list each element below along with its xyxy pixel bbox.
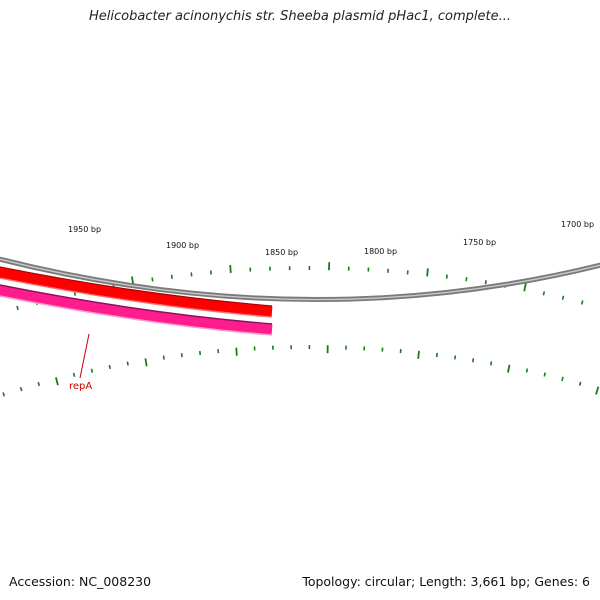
ruler-tick [490, 361, 493, 366]
plasmid-backbone-highlight [0, 258, 600, 301]
ruler-tick [484, 280, 487, 285]
map-title: Helicobacter acinonychis str. Sheeba pla… [89, 9, 511, 24]
ruler-tick [445, 274, 448, 279]
ruler-tick [108, 364, 111, 370]
ruler-tick [454, 355, 457, 360]
genome-summary-text: Topology: circular; Length: 3,661 bp; Ge… [302, 574, 590, 589]
ruler-tick [16, 305, 19, 311]
gene-repA-inner[interactable] [0, 284, 273, 336]
gene-label-repA[interactable]: repA [69, 381, 92, 392]
ruler-tick [542, 291, 546, 296]
ruler-tick [151, 277, 154, 282]
ruler-tick [72, 372, 76, 377]
ruler-label-1850: 1850 bp [265, 248, 298, 257]
ruler-tick [170, 274, 173, 279]
ruler-tick [190, 272, 193, 277]
ruler-tick [126, 361, 129, 366]
outer-tick-ring [16, 262, 600, 311]
ruler-tick [144, 358, 148, 367]
inner-tick-ring [2, 345, 600, 397]
ruler-label-1750: 1750 bp [463, 238, 496, 247]
ruler-tick [229, 264, 232, 273]
ruler-tick [507, 364, 511, 373]
gene-repA-outer[interactable] [0, 266, 273, 318]
ruler-label-1950: 1950 bp [68, 225, 101, 234]
ruler-tick [543, 372, 546, 377]
ruler-tick [578, 381, 582, 386]
ruler-tick [2, 392, 6, 397]
ruler-tick [90, 368, 94, 373]
ruler-tick [435, 352, 438, 358]
ruler-tick [55, 377, 59, 386]
gene-label-connector [79, 333, 90, 379]
ruler-tick [595, 386, 600, 395]
accession-text: Accession: NC_008230 [9, 574, 152, 589]
ruler-tick [580, 300, 584, 305]
ruler-label-1900: 1900 bp [166, 241, 199, 250]
ruler-tick [561, 295, 565, 300]
ruler-tick [561, 376, 564, 382]
ruler-tick [37, 381, 41, 387]
ruler-label-1700: 1700 bp [561, 220, 594, 229]
ruler-tick [525, 368, 529, 373]
ruler-tick [131, 276, 135, 285]
ruler-tick [426, 268, 429, 277]
ruler-tick [235, 347, 238, 356]
ruler-label-1800: 1800 bp [364, 247, 397, 256]
ruler-tick [162, 355, 165, 360]
ruler-tick [19, 386, 23, 392]
ruler-tick [472, 358, 475, 363]
ruler-tick [180, 353, 183, 358]
ruler-tick [465, 277, 468, 282]
ruler-tick [417, 350, 420, 359]
ruler-tick [523, 283, 527, 292]
